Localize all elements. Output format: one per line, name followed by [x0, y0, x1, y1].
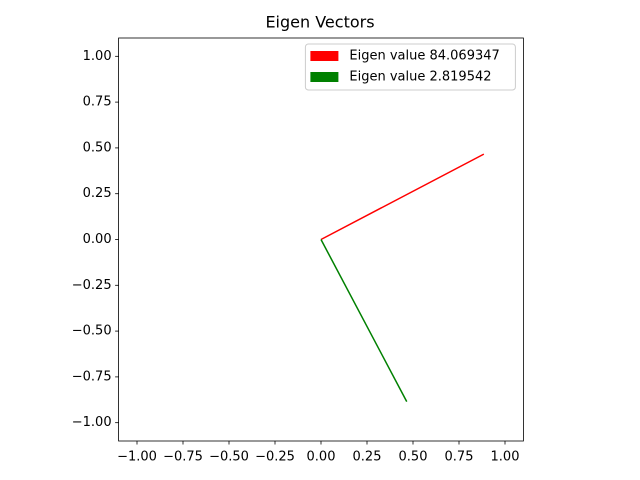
- y-tick-label: −0.50: [72, 324, 112, 339]
- y-tick-label: −0.25: [72, 278, 112, 293]
- legend-swatch: [310, 72, 339, 82]
- plot-frame: [118, 37, 524, 442]
- eigen-vector: [320, 153, 485, 241]
- legend-label: Eigen value 84.069347: [349, 49, 499, 64]
- y-tick-label: 0.25: [83, 186, 112, 201]
- x-tick-label: −0.75: [163, 450, 203, 465]
- x-tick-label: 0.50: [399, 450, 428, 465]
- y-tick-label: 1.00: [83, 49, 112, 64]
- chart-title: Eigen Vectors: [265, 13, 374, 32]
- x-tick-label: 0.25: [353, 450, 382, 465]
- x-tick-label: 1.00: [491, 450, 520, 465]
- eigen-vector: [320, 239, 408, 402]
- x-tick-label: 0.75: [445, 450, 474, 465]
- legend-label: Eigen value 2.819542: [349, 70, 491, 85]
- x-tick-label: −1.00: [117, 450, 157, 465]
- legend-frame: [304, 43, 516, 91]
- y-tick-label: 0.75: [83, 95, 112, 110]
- y-tick-label: 0.00: [83, 232, 112, 247]
- legend: Eigen value 84.069347 Eigen value 2.81954…: [304, 43, 516, 91]
- y-tick-label: −0.75: [72, 369, 112, 384]
- x-tick-label: −0.50: [209, 450, 249, 465]
- y-tick-label: −1.00: [72, 415, 112, 430]
- x-tick-label: −0.25: [255, 450, 295, 465]
- legend-swatch: [310, 51, 339, 61]
- x-tick-label: 0.00: [307, 450, 336, 465]
- y-tick-label: 0.50: [83, 140, 112, 155]
